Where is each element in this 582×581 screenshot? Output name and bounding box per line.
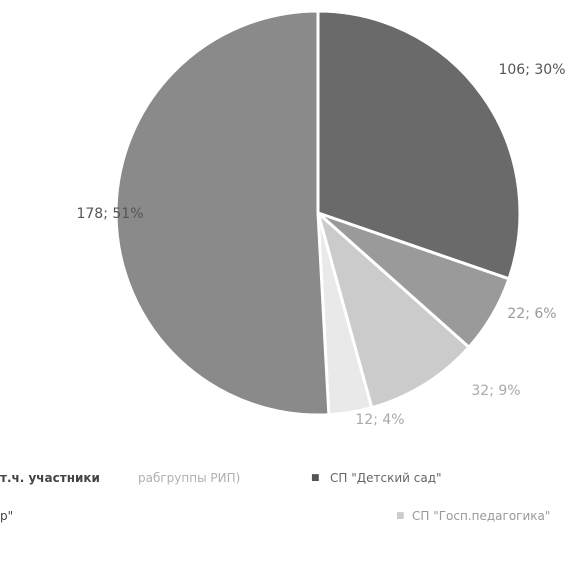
legend-marker-detsky-sad: ■ <box>311 473 320 483</box>
legend-label-detsky-sad: СП "Детский сад" <box>330 471 442 485</box>
slice-label-106: 106; 30% <box>498 62 565 78</box>
legend-marker-gosp-pedagogika: ■ <box>396 511 405 521</box>
slice-label-12: 12; 4% <box>355 412 404 428</box>
slice-label-22: 22; 6% <box>507 306 556 322</box>
legend-text-1: т.ч. участники <box>0 471 100 485</box>
pie-slices <box>114 9 522 417</box>
pie-slice-178 <box>114 9 331 417</box>
legend-row-1: т.ч. участники рабгруппы РИП) ■ СП "Детс… <box>0 471 582 495</box>
legend-row-2: р" ■ СП "Госп.педагогика" <box>0 509 582 533</box>
slice-labels: 106; 30% 22; 6% 32; 9% 12; 4% 178; 51% <box>76 62 565 428</box>
legend-label-gosp-pedagogika: СП "Госп.педагогика" <box>412 509 551 523</box>
slice-label-32: 32; 9% <box>471 383 520 399</box>
legend-text-2: рабгруппы РИП) <box>138 471 241 485</box>
legend-text-3: р" <box>0 509 14 523</box>
slice-label-178: 178; 51% <box>76 206 143 222</box>
pie-slice-106 <box>316 9 522 281</box>
pie-slice-32 <box>315 208 472 410</box>
